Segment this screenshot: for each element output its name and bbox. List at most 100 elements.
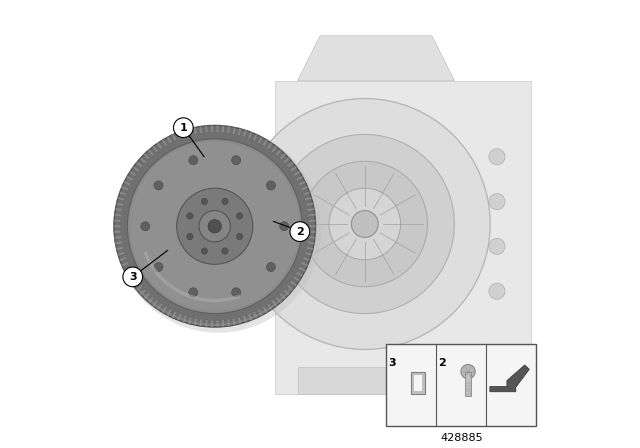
- Polygon shape: [122, 262, 129, 267]
- Polygon shape: [211, 125, 214, 132]
- Polygon shape: [267, 142, 273, 150]
- Polygon shape: [129, 171, 136, 177]
- Polygon shape: [129, 276, 136, 282]
- Polygon shape: [148, 297, 154, 303]
- Circle shape: [489, 283, 505, 299]
- Polygon shape: [140, 157, 147, 164]
- Polygon shape: [287, 284, 294, 291]
- Polygon shape: [152, 300, 159, 307]
- Circle shape: [187, 213, 193, 219]
- Polygon shape: [232, 127, 236, 134]
- Polygon shape: [120, 191, 127, 196]
- Polygon shape: [308, 214, 315, 217]
- Polygon shape: [296, 271, 303, 277]
- Polygon shape: [490, 365, 529, 392]
- Polygon shape: [199, 126, 203, 134]
- Bar: [412, 372, 425, 393]
- Polygon shape: [301, 186, 308, 191]
- Polygon shape: [279, 293, 286, 299]
- Polygon shape: [188, 317, 192, 324]
- Circle shape: [290, 222, 310, 241]
- Circle shape: [114, 125, 316, 327]
- Polygon shape: [262, 306, 268, 313]
- Polygon shape: [216, 320, 219, 327]
- Polygon shape: [298, 267, 306, 271]
- Polygon shape: [127, 176, 134, 181]
- Polygon shape: [140, 289, 147, 295]
- Polygon shape: [306, 202, 313, 207]
- Polygon shape: [271, 146, 277, 153]
- Bar: [387, 344, 536, 426]
- Circle shape: [130, 142, 300, 311]
- Polygon shape: [283, 289, 290, 295]
- Polygon shape: [132, 280, 140, 286]
- Polygon shape: [114, 225, 121, 228]
- Polygon shape: [205, 320, 208, 327]
- Polygon shape: [248, 313, 252, 321]
- Circle shape: [202, 248, 207, 254]
- Polygon shape: [308, 230, 316, 233]
- Circle shape: [489, 149, 505, 165]
- Polygon shape: [221, 126, 225, 133]
- Circle shape: [199, 211, 230, 242]
- Polygon shape: [216, 125, 219, 132]
- Circle shape: [177, 188, 253, 264]
- Polygon shape: [275, 297, 282, 303]
- Polygon shape: [298, 36, 454, 81]
- Polygon shape: [194, 318, 198, 325]
- Polygon shape: [267, 303, 273, 310]
- Polygon shape: [116, 246, 124, 250]
- Circle shape: [232, 288, 241, 297]
- Polygon shape: [162, 306, 168, 313]
- Polygon shape: [116, 202, 124, 207]
- Polygon shape: [115, 236, 122, 239]
- Polygon shape: [182, 130, 187, 137]
- Polygon shape: [243, 130, 247, 137]
- Text: 2: 2: [438, 358, 445, 368]
- Bar: [414, 375, 422, 391]
- Polygon shape: [205, 126, 208, 133]
- Circle shape: [489, 194, 505, 210]
- Polygon shape: [115, 208, 122, 211]
- Circle shape: [275, 134, 454, 314]
- Polygon shape: [127, 271, 134, 277]
- Circle shape: [123, 267, 143, 287]
- Circle shape: [208, 220, 221, 233]
- Polygon shape: [290, 280, 297, 286]
- Polygon shape: [271, 300, 277, 307]
- Circle shape: [302, 161, 428, 287]
- Polygon shape: [305, 197, 312, 201]
- Polygon shape: [118, 197, 125, 201]
- Circle shape: [232, 156, 241, 165]
- Polygon shape: [262, 139, 268, 146]
- Polygon shape: [298, 367, 454, 394]
- Polygon shape: [194, 127, 198, 134]
- Circle shape: [266, 181, 275, 190]
- Polygon shape: [162, 139, 168, 146]
- Circle shape: [154, 263, 163, 271]
- Polygon shape: [257, 309, 263, 316]
- Bar: [465, 372, 471, 396]
- Polygon shape: [124, 267, 131, 271]
- Polygon shape: [275, 149, 282, 156]
- Polygon shape: [136, 284, 143, 291]
- Polygon shape: [301, 262, 308, 267]
- Polygon shape: [303, 191, 310, 196]
- Polygon shape: [143, 153, 150, 160]
- Circle shape: [461, 365, 476, 379]
- Polygon shape: [308, 220, 316, 222]
- Polygon shape: [298, 181, 306, 186]
- Polygon shape: [177, 313, 182, 321]
- Polygon shape: [237, 129, 241, 136]
- Circle shape: [222, 248, 228, 254]
- Polygon shape: [227, 319, 230, 326]
- Polygon shape: [136, 162, 143, 168]
- Polygon shape: [287, 162, 294, 168]
- Polygon shape: [114, 220, 121, 222]
- Polygon shape: [308, 236, 315, 239]
- Text: 428885: 428885: [440, 433, 483, 443]
- Polygon shape: [227, 126, 230, 134]
- Polygon shape: [306, 246, 313, 250]
- Polygon shape: [293, 276, 300, 282]
- Circle shape: [489, 238, 505, 254]
